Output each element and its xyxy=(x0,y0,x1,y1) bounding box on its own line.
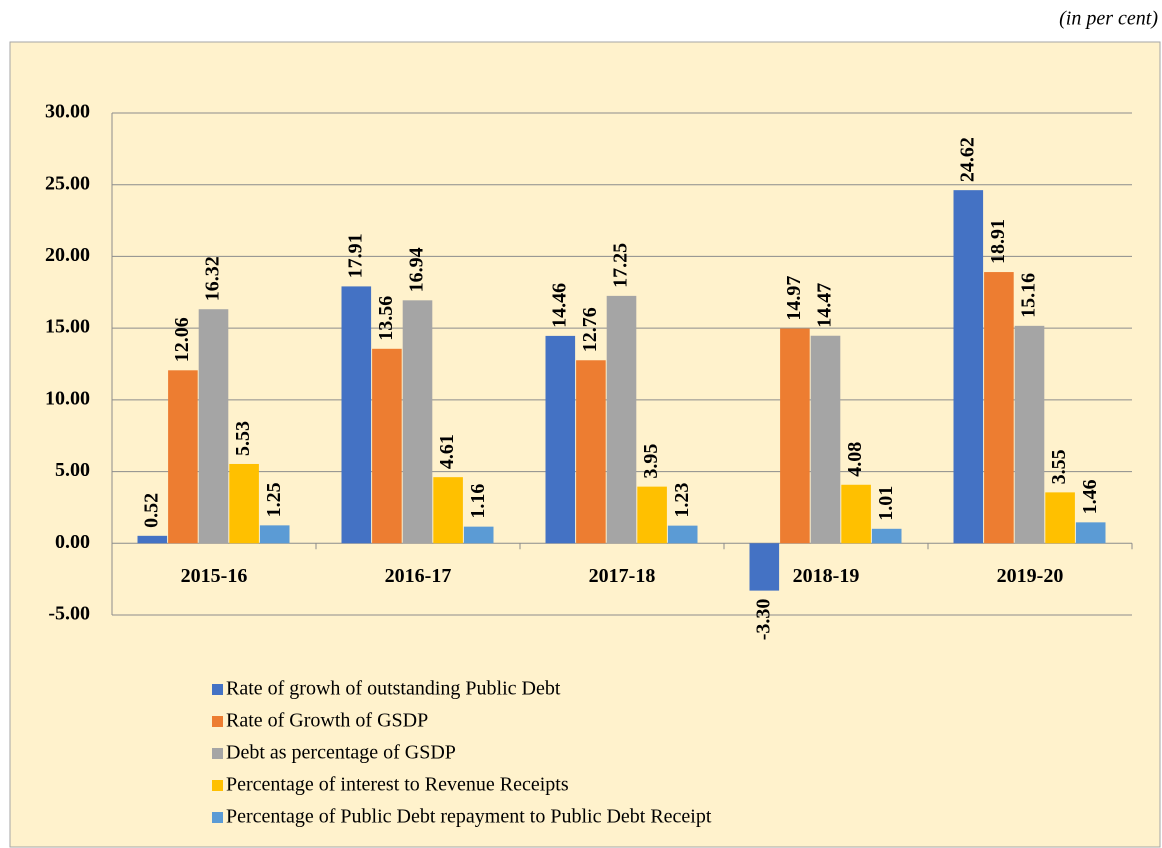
bar xyxy=(606,295,637,544)
data-label: 1.16 xyxy=(467,484,489,519)
data-label: 4.61 xyxy=(436,434,458,469)
unit-note: (in per cent) xyxy=(1059,8,1158,30)
bar xyxy=(463,526,494,544)
bar xyxy=(341,286,372,544)
bar xyxy=(372,348,402,544)
bar xyxy=(1075,522,1106,544)
data-label: 14.46 xyxy=(548,283,570,328)
bar xyxy=(137,535,168,544)
data-label: 4.08 xyxy=(844,442,866,477)
bar xyxy=(545,335,576,544)
legend-label: Debt as percentage of GSDP xyxy=(226,742,456,764)
y-tick-label: 15.00 xyxy=(45,316,90,338)
data-label: 12.06 xyxy=(171,317,193,362)
bar xyxy=(198,309,229,544)
x-tick-label: 2015-16 xyxy=(181,565,248,587)
data-label: 1.25 xyxy=(263,482,285,517)
data-label: 15.16 xyxy=(1018,273,1040,318)
bar xyxy=(667,525,698,544)
bar xyxy=(810,335,841,544)
legend-label: Percentage of Public Debt repayment to P… xyxy=(226,806,712,828)
y-tick-label: 5.00 xyxy=(55,459,90,481)
x-tick-label: 2018-19 xyxy=(793,565,860,587)
y-tick-label: 10.00 xyxy=(45,387,90,409)
data-label: 17.91 xyxy=(344,233,366,278)
legend-swatch xyxy=(212,780,223,791)
data-label: 1.23 xyxy=(671,483,693,518)
bar xyxy=(229,463,259,544)
bar xyxy=(402,300,433,544)
bar xyxy=(433,477,463,544)
data-label: -3.30 xyxy=(752,599,774,641)
legend-label: Percentage of interest to Revenue Receip… xyxy=(226,774,569,796)
bar xyxy=(953,190,984,544)
data-label: 5.53 xyxy=(232,421,254,456)
legend-label: Rate of Growth of GSDP xyxy=(226,710,428,732)
data-label: 3.55 xyxy=(1048,449,1070,484)
bar xyxy=(871,528,902,544)
bar xyxy=(984,272,1014,544)
y-tick-label: -5.00 xyxy=(48,603,90,625)
data-label: 0.52 xyxy=(140,493,162,528)
data-label: 17.25 xyxy=(610,243,632,288)
data-label: 12.76 xyxy=(579,307,601,352)
data-label: 14.47 xyxy=(814,283,836,328)
y-tick-label: 30.00 xyxy=(45,101,90,123)
y-tick-label: 25.00 xyxy=(45,172,90,194)
data-label: 16.94 xyxy=(406,247,428,292)
bar xyxy=(1045,492,1075,544)
bar xyxy=(259,525,290,544)
bar xyxy=(168,370,198,544)
bar xyxy=(749,543,780,591)
x-tick-label: 2017-18 xyxy=(589,565,656,587)
legend-swatch xyxy=(212,748,223,759)
data-label: 3.95 xyxy=(640,444,662,479)
bar xyxy=(576,360,606,544)
bar xyxy=(780,328,810,544)
data-label: 18.91 xyxy=(987,219,1009,264)
data-label: 13.56 xyxy=(375,296,397,341)
legend-swatch xyxy=(212,684,223,695)
y-tick-label: 20.00 xyxy=(45,244,90,266)
bar xyxy=(637,486,667,544)
x-tick-label: 2016-17 xyxy=(385,565,452,587)
data-label: 1.01 xyxy=(875,486,897,521)
x-tick-label: 2019-20 xyxy=(997,565,1064,587)
legend-swatch xyxy=(212,716,223,727)
bar xyxy=(1014,325,1045,544)
data-label: 24.62 xyxy=(956,137,978,182)
bar xyxy=(841,484,871,544)
legend-label: Rate of growh of outstanding Public Debt xyxy=(226,678,561,700)
data-label: 1.46 xyxy=(1079,479,1101,514)
data-label: 14.97 xyxy=(783,276,805,321)
legend-swatch xyxy=(212,812,223,823)
data-label: 16.32 xyxy=(202,256,224,301)
y-tick-label: 0.00 xyxy=(55,531,90,553)
